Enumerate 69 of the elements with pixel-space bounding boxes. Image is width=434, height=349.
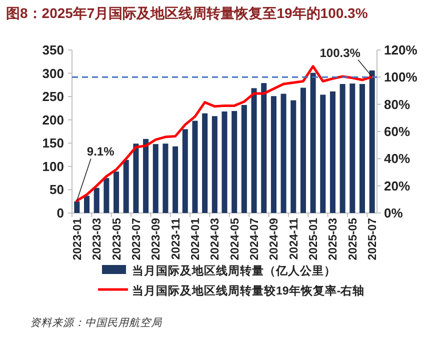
y2-tick-label: 80% — [384, 96, 410, 112]
y-tick-label: 150 — [42, 136, 64, 151]
x-tick-label: 2023-11 — [170, 217, 182, 260]
bar — [192, 120, 198, 213]
y-tick-label: 200 — [42, 112, 64, 128]
bar — [310, 72, 316, 213]
y2-tick-label: 60% — [384, 124, 410, 139]
y2-tick-label: 20% — [384, 178, 410, 194]
text: 资料来源：中国民用航空局 — [30, 317, 163, 329]
x-tick-label: 2023-01 — [72, 217, 84, 260]
bar — [162, 144, 168, 213]
x-tick-label: 2024-03 — [210, 218, 222, 260]
legend-label: 当月国际及地区线周转量（亿人公里） — [132, 264, 336, 278]
bar — [359, 84, 365, 213]
bar — [232, 111, 238, 213]
bar — [74, 201, 80, 213]
y-tick-label: 100 — [42, 158, 64, 174]
bar — [133, 144, 139, 213]
annotation: 9.1% — [86, 144, 115, 159]
y2-tick-label: 0% — [384, 206, 404, 220]
bar — [300, 88, 306, 213]
line-series — [76, 65, 374, 202]
bar — [330, 91, 336, 213]
bar — [261, 83, 267, 213]
y-tick-label: 0 — [56, 206, 64, 220]
bar — [350, 84, 356, 213]
bar — [143, 138, 149, 213]
x-tick-label: 2025-01 — [308, 217, 320, 260]
bar — [104, 178, 110, 213]
x-tick-label: 2025-07 — [367, 218, 380, 260]
bar — [280, 94, 286, 213]
bar — [340, 84, 346, 213]
x-tick-label: 2024-05 — [229, 217, 242, 260]
bar — [84, 196, 90, 213]
legend-label: 当月国际及地区线周转量较19年恢复率-右轴 — [132, 284, 365, 298]
x-tick-label: 2023-09 — [150, 218, 163, 260]
x-tick-label: 2024-07 — [249, 218, 262, 260]
bar — [369, 70, 375, 213]
bar — [182, 129, 188, 213]
bar — [290, 100, 296, 213]
title: 图8：2025年7月国际及地区线周转量恢复至19年的100.3% — [6, 5, 368, 21]
bar — [152, 144, 158, 213]
bar — [222, 111, 228, 213]
y-tick-label: 50 — [50, 182, 64, 198]
x-tick-label: 2024-01 — [190, 217, 202, 260]
x-tick-label: 2023-05 — [111, 217, 124, 260]
x-tick-label: 2025-05 — [347, 217, 360, 260]
x-tick-label: 2024-11 — [288, 217, 300, 260]
bar — [114, 172, 120, 213]
bar — [251, 88, 257, 213]
annotation: 100.3% — [320, 46, 361, 60]
bar — [94, 188, 100, 213]
bar — [123, 160, 129, 213]
bar — [202, 113, 208, 213]
y2-tick-label: 100% — [384, 70, 418, 85]
y-tick-label: 250 — [42, 89, 64, 104]
bar — [270, 96, 276, 213]
y-tick-label: 300 — [42, 66, 64, 81]
y2-tick-label: 120% — [384, 42, 418, 58]
x-tick-label: 2023-03 — [92, 218, 104, 260]
bar — [320, 94, 326, 213]
bar — [241, 104, 247, 213]
bar — [172, 146, 178, 213]
x-tick-label: 2023-07 — [130, 218, 143, 260]
y-tick-label: 350 — [42, 42, 64, 58]
x-tick-label: 2024-09 — [268, 218, 281, 260]
y2-tick-label: 40% — [384, 151, 410, 166]
x-tick-label: 2025-03 — [328, 218, 340, 260]
bar — [212, 116, 218, 213]
